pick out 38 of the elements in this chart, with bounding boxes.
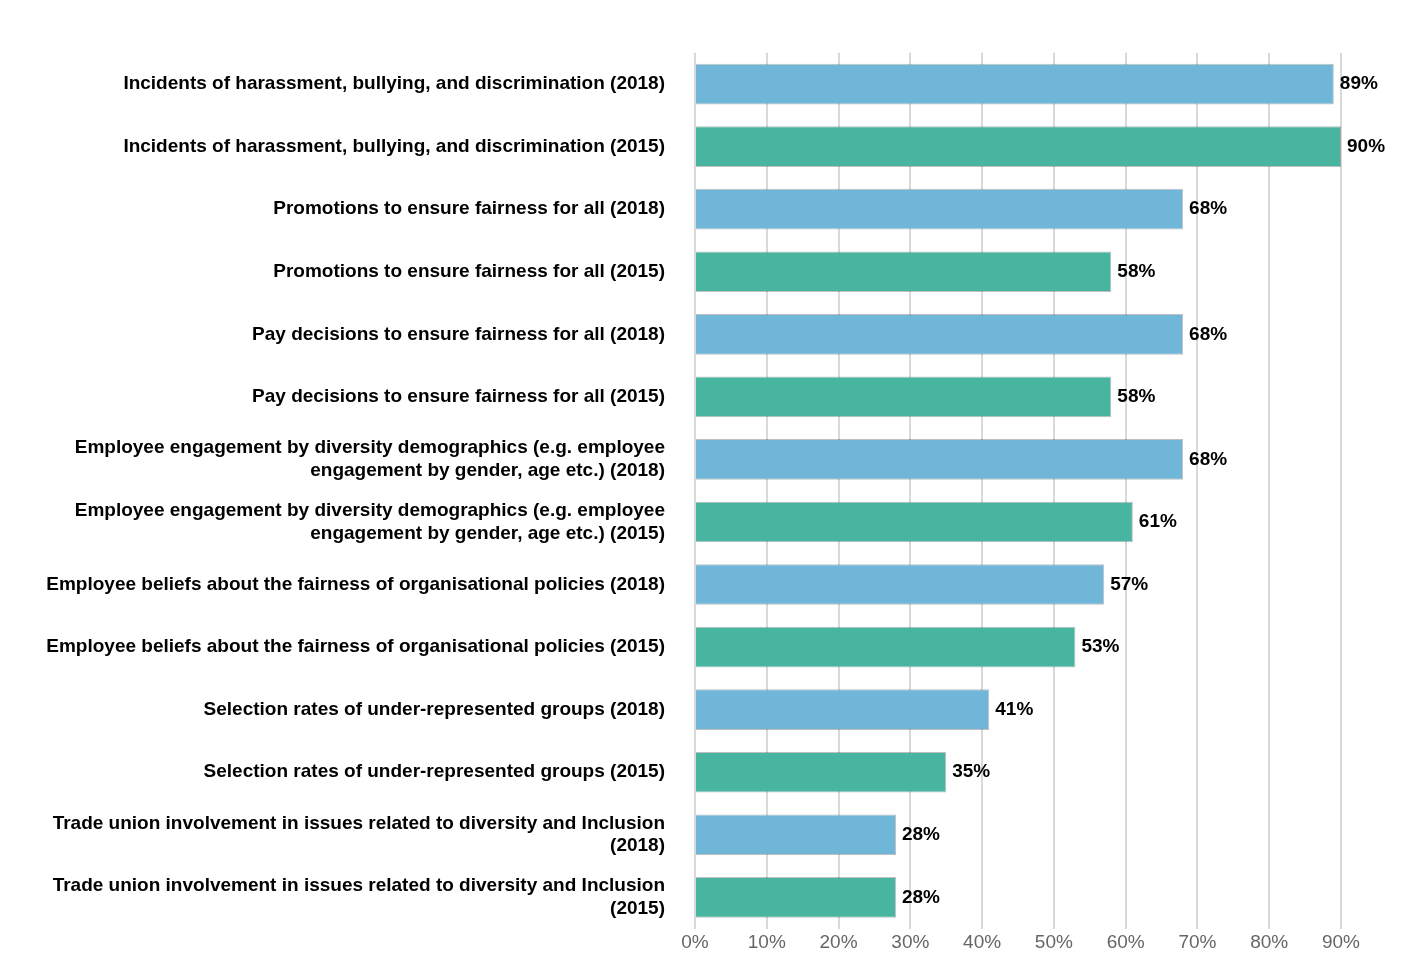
x-tick-label: 30%: [891, 931, 930, 953]
y-tick-label: Trade union involvement in issues related to diversity and Inclusion (2015): [52, 874, 665, 918]
y-tick-label: Promotions to ensure fairness for all (2018): [273, 197, 665, 219]
y-tick-label: Pay decisions to ensure fairness for all (2015): [252, 385, 665, 407]
data-label: 53%: [1081, 635, 1120, 657]
data-label: 28%: [901, 885, 941, 907]
data-label: 58%: [1117, 385, 1156, 407]
data-label: 35%: [952, 760, 991, 782]
data-label: 57%: [1110, 572, 1149, 594]
y-tick-label: Pay decisions to ensure fairness for all (2018): [252, 322, 665, 344]
data-label: 68%: [1189, 197, 1228, 219]
y-tick-label: Employee engagement by diversity demographics (e.g. employee engagement by gender, age etc.) (2015): [74, 498, 665, 543]
data-label: 68%: [1189, 322, 1228, 344]
x-tick-label: 90%: [1321, 931, 1361, 953]
x-tick-label: 50%: [1034, 931, 1074, 953]
x-tick-label: 40%: [963, 931, 1002, 953]
y-tick-label: Employee beliefs about the fairness of organisational policies (2015): [46, 635, 665, 657]
data-label: 61%: [1138, 510, 1177, 532]
data-label: 89%: [1339, 72, 1378, 94]
y-tick-label: Selection rates of under-represented groups (2015): [203, 760, 665, 782]
y-tick-label: Incidents of harassment, bullying, and discrimination (2015): [123, 134, 665, 156]
x-tick-label: 60%: [1106, 931, 1145, 953]
y-tick-label: Trade union involvement in issues related to diversity and Inclusion (2018): [52, 811, 665, 856]
x-tick-label: 80%: [1250, 931, 1289, 953]
x-tick-label: 0%: [681, 931, 709, 953]
data-label: 41%: [995, 697, 1034, 719]
y-tick-label: Promotions to ensure fairness for all (2015): [273, 259, 665, 281]
x-tick-label: 10%: [747, 931, 786, 953]
y-tick-label: Selection rates of under-represented groups (2018): [203, 697, 665, 719]
y-tick-label: Incidents of harassment, bullying, and discrimination (2018): [123, 72, 665, 94]
data-label: 90%: [1347, 134, 1386, 156]
data-label: 58%: [1117, 259, 1156, 281]
data-label: 28%: [901, 823, 941, 844]
x-tick-label: 20%: [819, 931, 858, 953]
x-tick-label: 70%: [1178, 931, 1217, 953]
y-tick-label: Employee beliefs about the fairness of organisational policies (2018): [46, 572, 665, 594]
y-tick-label: Employee engagement by diversity demographics (e.g. employee engagement by gender, age etc.) (2018): [74, 436, 665, 481]
data-label: 68%: [1189, 447, 1228, 469]
